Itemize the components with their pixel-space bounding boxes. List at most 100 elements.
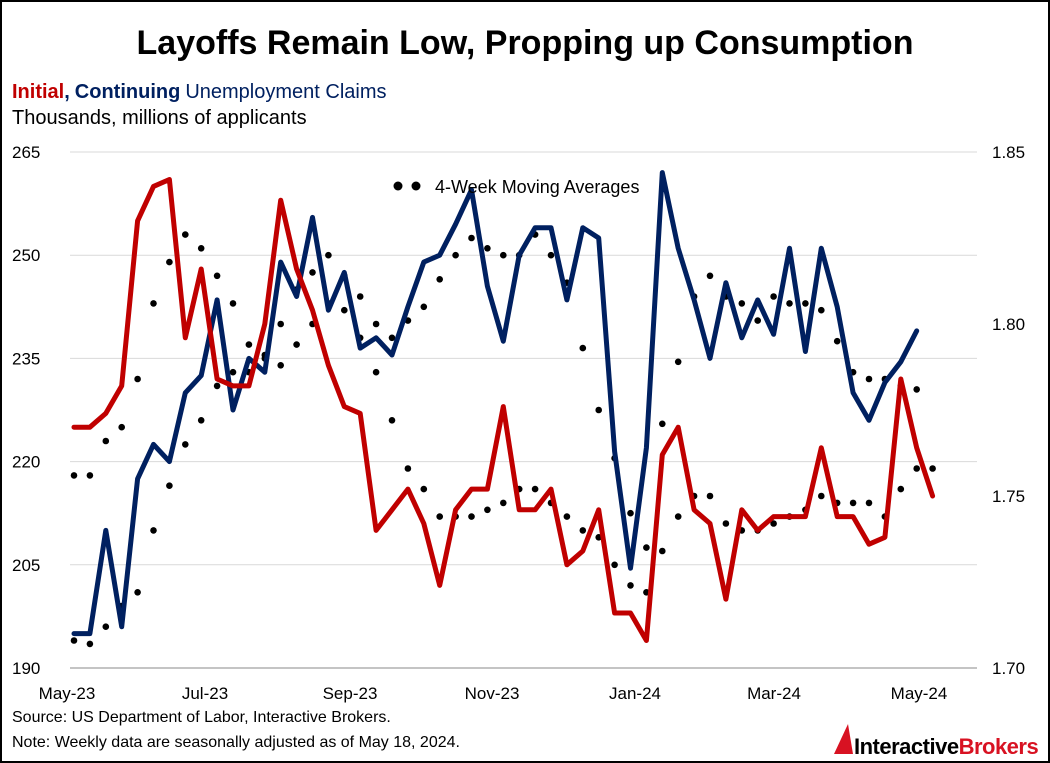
avg-point [849,499,857,507]
left-tick-label: 205 [12,556,40,575]
avg-point [356,293,364,300]
avg-point [484,245,491,252]
avg-point [245,341,253,348]
avg-point [388,334,396,342]
gridlines [70,151,977,669]
avg-point [738,300,746,307]
avg-point [309,269,316,276]
avg-point [102,437,110,445]
avg-point [197,245,205,252]
avg-point [706,272,714,280]
avg-point [595,406,602,414]
avg-point [770,520,777,527]
legend: 4-Week Moving Averages [393,177,639,197]
avg-point [182,231,189,238]
series-continuing-line [71,170,920,637]
avg-point [865,499,873,507]
avg-point [897,485,905,493]
x-tick-label: Jul-23 [182,684,228,703]
avg-point [468,234,475,242]
chart-subtitle: Initial, Continuing Unemployment Claims [12,81,387,103]
avg-point [659,547,666,555]
left-tick-label: 250 [12,246,40,265]
avg-point [70,472,78,479]
avg-point [818,306,825,314]
avg-point [70,637,78,644]
chart-title: Layoffs Remain Low, Propping up Consumpt… [137,24,914,62]
data-note: Note: Weekly data are seasonally adjuste… [12,734,460,751]
avg-point [659,420,666,428]
avg-point [468,513,475,520]
avg-point [611,561,618,569]
avg-point [563,513,571,520]
avg-point [706,492,714,500]
avg-point [229,300,237,307]
avg-point [818,492,825,500]
logo-text: InteractiveBrokers [854,734,1038,759]
source-note: Source: US Department of Labor, Interact… [12,709,391,726]
avg-point [372,320,380,328]
avg-point [213,382,221,390]
avg-point [674,358,682,366]
avg-point [802,300,809,307]
avg-point [420,485,428,493]
avg-point [865,375,873,383]
avg-point [579,344,587,352]
avg-point [500,251,507,259]
avg-point [86,472,94,479]
legend-initial: Initial [12,81,64,103]
legend-label: 4-Week Moving Averages [435,177,639,197]
avg-point [150,527,157,534]
avg-point [372,368,380,376]
avg-point [929,465,936,472]
avg-point [627,509,634,517]
avg-point [388,417,396,424]
avg-point [166,482,173,490]
avg-point [913,465,920,472]
avg-point [484,506,491,514]
avg-point [197,417,205,424]
legend-dot [393,181,403,191]
avg-point [404,465,412,472]
avg-point [770,293,777,300]
logo-mark-icon [834,724,853,754]
avg-point [833,337,841,345]
legend-continuing: Continuing [75,81,181,103]
avg-point [134,375,141,383]
plot-area [70,170,936,648]
right-tick-label: 1.70 [992,659,1025,678]
left-tick-label: 220 [12,453,40,472]
series-initial-line [71,177,936,643]
x-tick-label: May-24 [891,684,948,703]
subtitle-comma: , [64,81,70,103]
interactive-brokers-logo: InteractiveBrokers [834,724,1039,759]
right-axis-labels: 1.70 1.75 1.80 1.85 [992,143,1025,678]
avg-point [436,513,444,520]
right-tick-label: 1.85 [992,143,1025,162]
avg-point [277,320,285,328]
left-tick-label: 265 [12,143,40,162]
avg-point [134,589,141,596]
avg-point [436,276,444,283]
right-tick-label: 1.75 [992,487,1025,506]
avg-point [118,423,125,431]
avg-point [293,341,300,348]
x-tick-label: Jan-24 [609,684,661,703]
avg-point [182,441,189,448]
avg-point [643,544,650,551]
left-tick-label: 190 [12,659,40,678]
avg-point [277,362,285,369]
avg-point [86,640,94,648]
avg-point [579,527,587,534]
avg-point [754,317,761,324]
avg-point [325,251,332,259]
avg-point [547,251,555,259]
avg-point [722,520,730,527]
avg-point [452,251,459,259]
chart-units: Thousands, millions of applicants [12,107,307,129]
x-axis-labels: May-23 Jul-23 Sep-23 Nov-23 Jan-24 Mar-24 May-… [39,684,948,703]
avg-point [531,485,539,493]
x-tick-label: Nov-23 [465,684,520,703]
